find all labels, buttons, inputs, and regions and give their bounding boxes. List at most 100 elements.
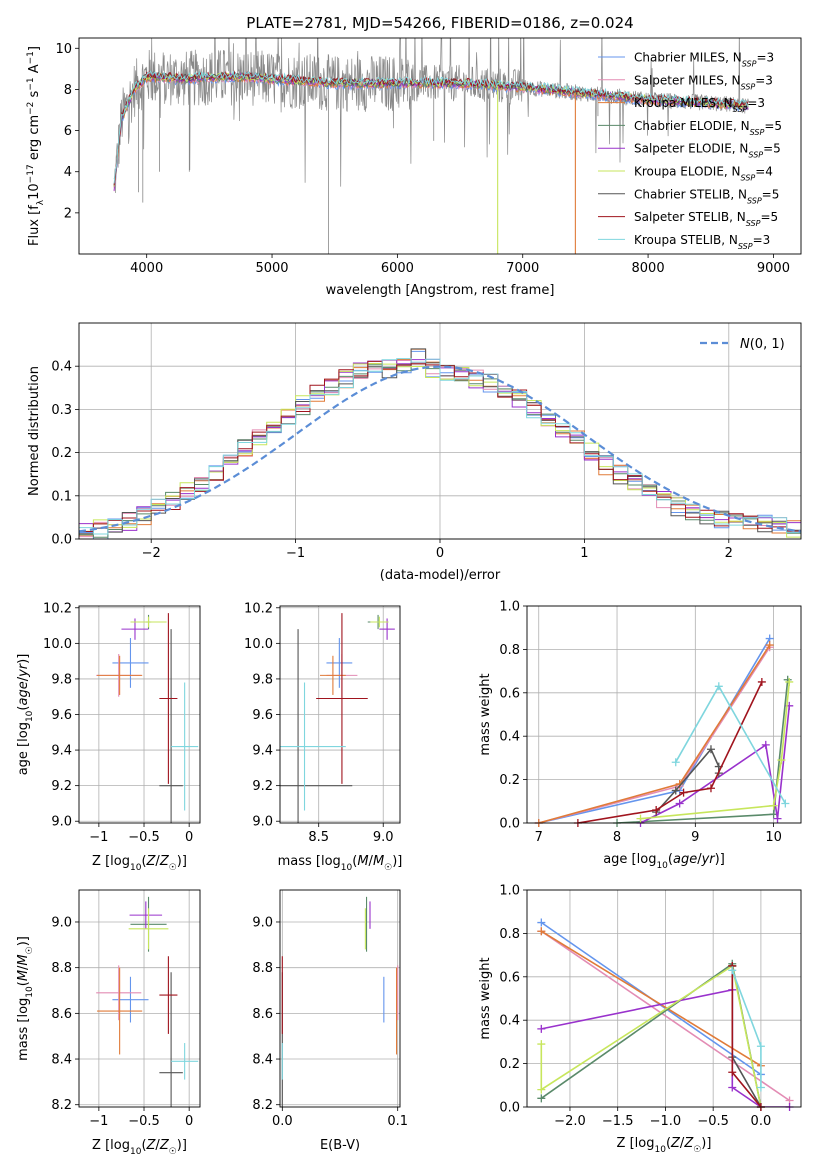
x-tick-label: 4000 — [130, 261, 163, 276]
series-marker — [785, 677, 794, 686]
y-tick-label: 8 — [64, 83, 72, 98]
y-axis-label: Flux [fλ10−17 erg cm−2 s−1 A−1] — [26, 46, 46, 246]
y-tick-label: 10.0 — [244, 637, 273, 652]
spectrum-model-line — [113, 70, 749, 184]
series-marker — [777, 756, 786, 765]
legend-label: Salpeter ELODIE, NSSP=5 — [634, 142, 781, 160]
series-marker — [706, 745, 715, 754]
y-tick-label: 0.4 — [499, 1014, 520, 1029]
series-marker — [757, 677, 766, 686]
series-line — [540, 930, 790, 1102]
y-tick-label: 0.2 — [499, 1057, 520, 1072]
histogram-panel: −2 −1 0 1 2 0.0 0.1 0.2 0.3 0.4 N(0, 1) (data-model… — [27, 322, 802, 583]
y-tick-label: 9.0 — [51, 815, 72, 830]
legend-label: Kroupa STELIB, NSSP=3 — [634, 233, 770, 251]
figure-title: PLATE=2781, MJD=54266, FIBERID=0186, z=0… — [246, 14, 633, 32]
x-axis-label: (data-model)/error — [380, 568, 501, 583]
x-axis-label: wavelength [Angstrom, rest frame] — [326, 283, 555, 298]
series-marker — [636, 814, 645, 823]
x-tick-label: 1 — [580, 546, 588, 561]
x-axis-label: Z [log10(Z/Z☉)] — [617, 1136, 712, 1155]
axes-frame — [526, 605, 802, 824]
series-marker — [706, 784, 715, 793]
y-tick-label: 8.8 — [252, 961, 273, 976]
series-marker — [728, 1083, 737, 1092]
x-tick-label: −1 — [286, 546, 305, 561]
axes-frame — [526, 889, 802, 1108]
x-tick-label: 7000 — [506, 261, 539, 276]
spectrum-legend: Chabrier MILES, NSSP=3 Salpeter MILES, NS… — [598, 51, 782, 251]
y-tick-label: 8.6 — [51, 1007, 72, 1022]
legend-label: Salpeter MILES, NSSP=3 — [634, 73, 773, 91]
x-tick-label: 2 — [725, 546, 733, 561]
x-tick-label: 8 — [613, 830, 621, 845]
x-tick-label: −0.5 — [128, 1114, 160, 1129]
series-line — [540, 962, 762, 1107]
series-marker — [671, 786, 680, 795]
histogram-step — [79, 358, 801, 535]
series-marker — [765, 641, 774, 650]
y-tick-label: 9.0 — [252, 815, 273, 830]
series-line — [640, 681, 791, 820]
x-tick-label: 9000 — [757, 261, 790, 276]
y-axis-label: age [log10(age/yr)] — [16, 654, 35, 776]
x-tick-label: 0 — [436, 546, 444, 561]
x-tick-label: 0 — [185, 1114, 193, 1129]
y-tick-label: 0.0 — [499, 1101, 520, 1116]
series-marker — [756, 1042, 765, 1051]
series-marker — [537, 918, 546, 927]
y-tick-label: 0.4 — [499, 730, 520, 745]
y-tick-label: 9.6 — [252, 708, 273, 723]
legend-label: Salpeter STELIB, NSSP=5 — [634, 210, 778, 228]
y-tick-label: 10.2 — [43, 601, 72, 616]
y-tick-label: 0.4 — [51, 360, 72, 375]
y-tick-label: 2 — [64, 206, 72, 221]
series-marker — [773, 814, 782, 823]
series-marker — [761, 740, 770, 749]
y-tick-label: 8.8 — [51, 961, 72, 976]
y-axis-label: mass weight — [478, 957, 493, 1039]
series-marker — [652, 805, 661, 814]
mass-weight-vs-age-panel: 7 8 9 10 0.0 0.2 0.4 0.6 0.8 1.0 age [log10(age/yr… — [478, 600, 802, 871]
y-tick-label: 9.4 — [51, 744, 72, 759]
x-axis-label: Z [log10(Z/Z☉)] — [92, 854, 187, 873]
mass-vs-Z-panel: −1 −0.5 0 8.2 8.4 8.6 8.8 9.0 Z [log10(Z/Z☉)] mas… — [16, 889, 201, 1157]
series-marker — [537, 1094, 546, 1103]
series-line — [655, 747, 720, 813]
y-tick-label: 9.0 — [252, 915, 273, 930]
y-tick-label: 4 — [64, 165, 72, 180]
y-tick-label: 8.2 — [252, 1098, 273, 1113]
series-marker — [537, 1040, 546, 1049]
x-tick-label: −1 — [89, 1114, 108, 1129]
series-marker — [679, 788, 688, 797]
axes-frame — [78, 605, 201, 824]
series-marker — [537, 1024, 546, 1033]
series-line — [538, 638, 771, 823]
axes-frame — [279, 605, 401, 824]
y-tick-label: 9.0 — [51, 915, 72, 930]
y-tick-label: 9.4 — [252, 744, 273, 759]
mass-weight-vs-Z-panel: −2.0 −1.5 −1.0 −0.5 0.0 0.0 0.2 0.4 0.6 0.8 1.0 Z [… — [478, 884, 802, 1155]
y-tick-label: 0.8 — [499, 643, 520, 658]
series-marker — [537, 927, 546, 936]
y-tick-label: 8.2 — [51, 1098, 72, 1113]
gaussian-reference-curve — [79, 365, 801, 533]
x-tick-label: −1.0 — [650, 1114, 682, 1129]
series-marker — [671, 758, 680, 767]
legend-label: Kroupa ELODIE, NSSP=4 — [634, 165, 773, 183]
legend-label: Chabrier STELIB, NSSP=5 — [634, 187, 779, 205]
mass-vs-EBV-panel: 0.0 0.1 8.2 8.4 8.6 8.8 9.0 E(B-V) — [252, 889, 408, 1153]
y-tick-label: 10.0 — [43, 637, 72, 652]
series-marker — [769, 801, 778, 810]
y-axis-label: mass [log10(M/M☉)] — [16, 936, 35, 1061]
y-tick-label: 10.2 — [244, 601, 273, 616]
x-axis-label: age [log10(age/yr)] — [603, 852, 725, 871]
y-axis-label: mass weight — [478, 673, 493, 755]
legend-label: Chabrier ELODIE, NSSP=5 — [634, 119, 782, 137]
age-vs-mass-panel: 8.5 9.0 9.0 9.2 9.4 9.6 9.8 10.0 10.2 mass [log10… — [244, 601, 402, 873]
x-tick-label: 5000 — [255, 261, 288, 276]
series-marker — [728, 1068, 737, 1077]
series-marker — [781, 799, 790, 808]
y-tick-label: 8.6 — [252, 1007, 273, 1022]
series-marker — [756, 1083, 765, 1092]
